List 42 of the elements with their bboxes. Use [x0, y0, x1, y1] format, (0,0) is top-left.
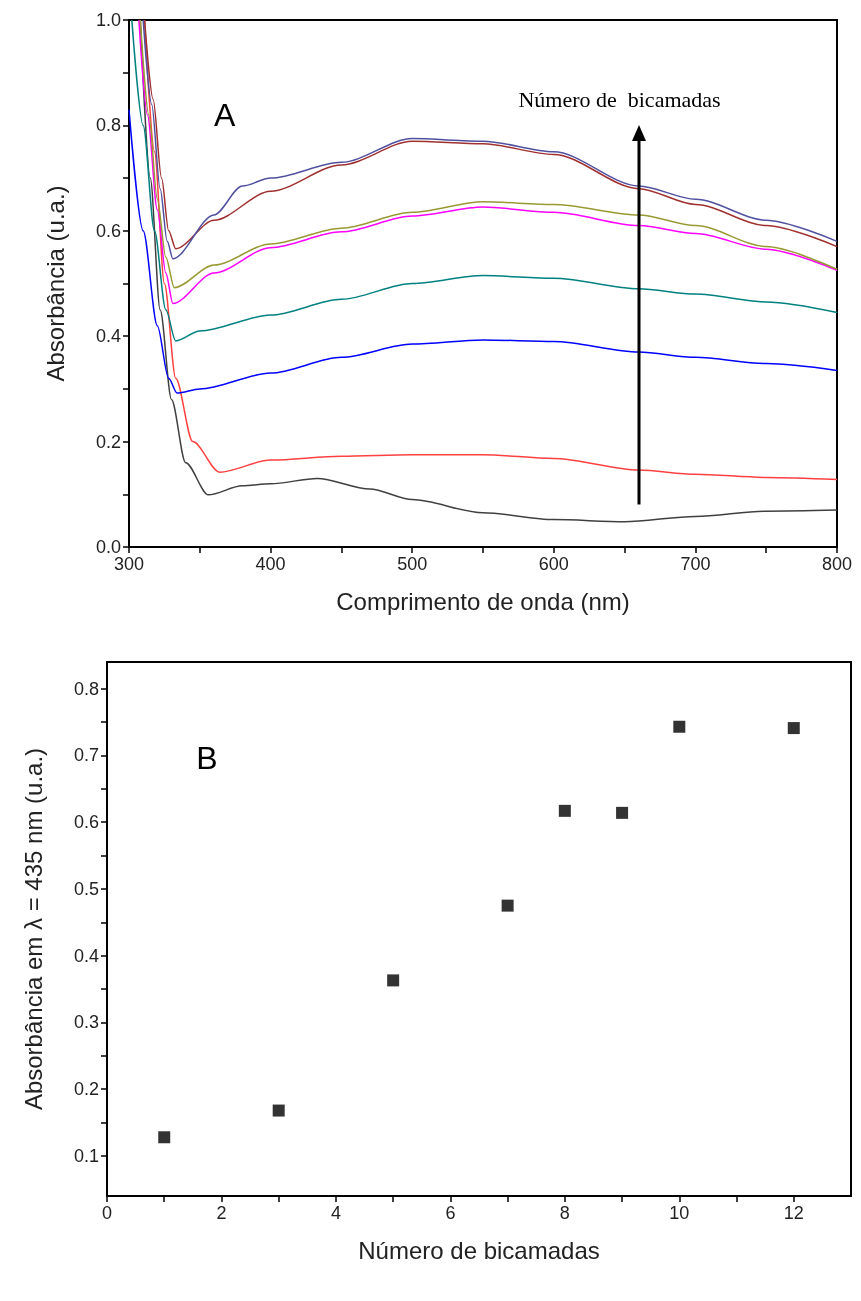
- y-tick-label: 0.6: [95, 220, 121, 241]
- x-tick-label: 400: [255, 554, 286, 574]
- y-tick-label: 0.2: [95, 431, 121, 452]
- x-tick-label: 6: [445, 1203, 456, 1223]
- point: [673, 720, 686, 733]
- y-tick-label: 0.4: [95, 326, 121, 347]
- point: [558, 804, 571, 817]
- annotation: B: [196, 740, 218, 777]
- point: [501, 899, 514, 912]
- point: [272, 1104, 285, 1117]
- point: [616, 806, 629, 819]
- x-tick-label: 2: [216, 1203, 227, 1223]
- x-tick-label: 8: [559, 1203, 570, 1223]
- x-tick-label: 300: [113, 554, 145, 574]
- x-tick-label: 4: [330, 1203, 341, 1223]
- y-tick-label: 0.2: [73, 1079, 99, 1100]
- point: [787, 722, 800, 735]
- y-tick-label: 0.4: [73, 945, 99, 966]
- x-tick-label: 700: [680, 554, 711, 574]
- y-tick-label: 1.0: [95, 10, 121, 30]
- y-tick-label: 0.8: [95, 115, 121, 136]
- y-tick-label: 0.6: [73, 812, 99, 833]
- y-axis-title: Absorbância (u.a.): [41, 185, 69, 382]
- y-tick-label: 0.7: [73, 745, 99, 766]
- point: [387, 974, 400, 987]
- x-tick-label: 800: [821, 554, 853, 574]
- point: [158, 1131, 171, 1144]
- y-tick-label: 0.3: [73, 1012, 99, 1033]
- y-tick-label: 0.5: [73, 878, 99, 899]
- x-tick-label: 500: [397, 554, 428, 574]
- y-tick-label: 0.1: [73, 1145, 99, 1166]
- annotation: Número de bicamadas: [518, 87, 721, 113]
- x-axis-title: Número de bicamadas: [358, 1236, 600, 1264]
- x-tick-label: 0: [101, 1203, 113, 1223]
- y-axis-title: Absorbância em λ = 435 nm (u.a.): [19, 747, 47, 1111]
- annotation: A: [213, 97, 236, 134]
- x-axis-title: Comprimento de onda (nm): [336, 587, 630, 615]
- y-tick-label: 0.0: [95, 537, 121, 557]
- y-tick-label: 0.8: [73, 678, 99, 699]
- x-tick-label: 12: [783, 1203, 804, 1223]
- x-tick-label: 600: [538, 554, 569, 574]
- x-tick-label: 10: [669, 1203, 690, 1223]
